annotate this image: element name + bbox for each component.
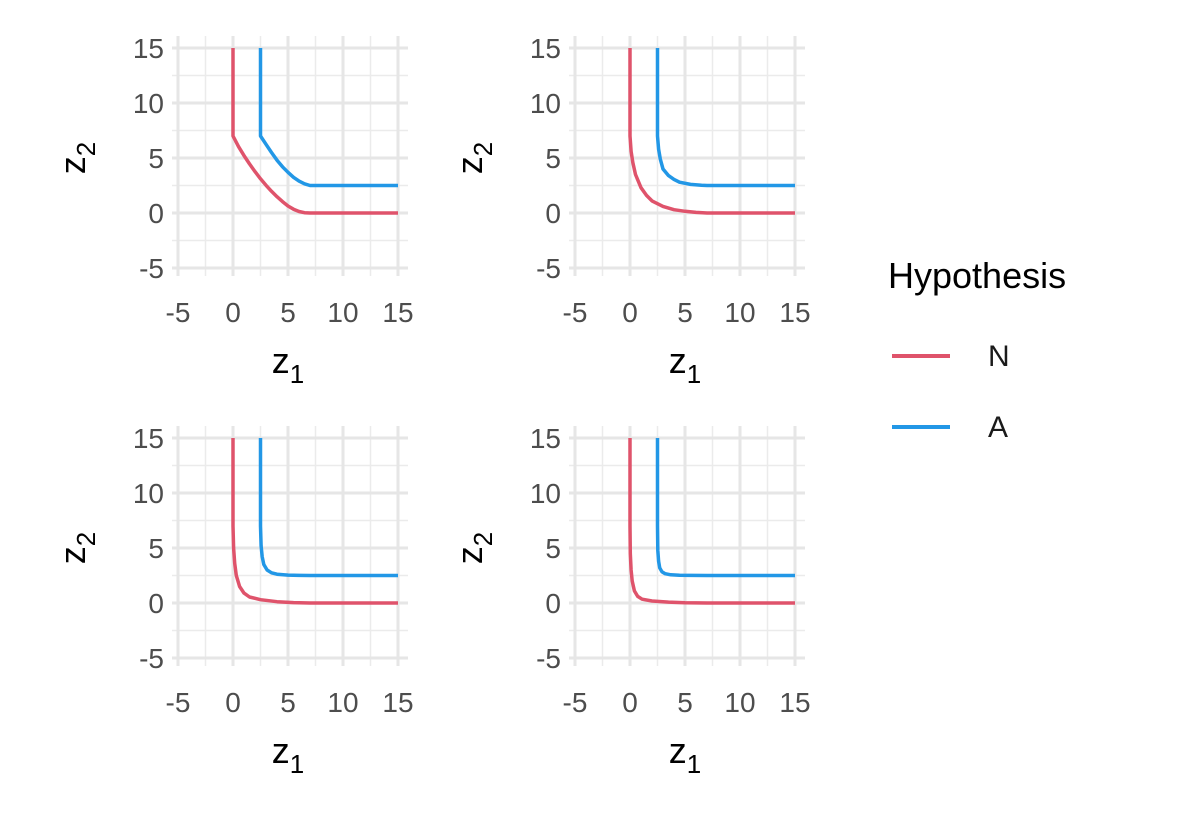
y-axis-title-main: z	[449, 546, 490, 564]
x-tick-label: 15	[382, 687, 413, 718]
x-tick-label: 10	[724, 297, 755, 328]
y-axis-title: z2	[449, 142, 498, 174]
x-axis-title: z1	[272, 340, 304, 389]
y-tick-label: 10	[133, 88, 164, 119]
y-axis-title-sub: 2	[468, 532, 498, 546]
x-axis-title: z1	[272, 730, 304, 779]
y-tick-label: 5	[545, 533, 561, 564]
y-axis-title: z2	[52, 142, 101, 174]
grid	[569, 36, 805, 276]
y-tick-label: 15	[133, 423, 164, 454]
y-tick-label: 0	[545, 588, 561, 619]
x-tick-label: 5	[280, 297, 296, 328]
grid	[172, 36, 408, 276]
y-axis-title-main: z	[52, 546, 93, 564]
y-axis-title: z2	[449, 532, 498, 564]
x-tick-label: 5	[677, 297, 693, 328]
x-axis-title-sub: 1	[290, 749, 304, 779]
x-tick-label: 15	[779, 297, 810, 328]
y-axis-title-main: z	[52, 156, 93, 174]
x-axis-title-main: z	[669, 340, 687, 381]
x-tick-label: 10	[327, 297, 358, 328]
panel-bottom-left: -5 0 5 10 15 -5 0 5 10 15 z1 z2	[40, 410, 440, 790]
legend-label-a: A	[988, 411, 1009, 444]
y-tick-label: 15	[530, 423, 561, 454]
x-tick-label: 0	[622, 687, 638, 718]
y-tick-label: 10	[530, 478, 561, 509]
legend-swatch-n	[892, 354, 950, 358]
y-tick-label: 10	[133, 478, 164, 509]
legend: Hypothesis N A	[884, 255, 1164, 475]
x-axis-title-main: z	[272, 340, 290, 381]
x-tick-label: 10	[724, 687, 755, 718]
y-axis-title: z2	[52, 532, 101, 564]
y-tick-label: 15	[530, 33, 561, 64]
x-axis-title-sub: 1	[687, 749, 701, 779]
legend-swatch-a	[892, 425, 950, 429]
panel-bottom-right: -5 0 5 10 15 -5 0 5 10 15 z1 z2	[437, 410, 837, 790]
legend-item-n: N	[892, 335, 1112, 379]
x-tick-label: 10	[327, 687, 358, 718]
x-tick-label: 0	[622, 297, 638, 328]
x-tick-label: -5	[563, 687, 588, 718]
legend-item-a: A	[892, 406, 1112, 450]
y-axis-title-main: z	[449, 156, 490, 174]
y-tick-label: 10	[530, 88, 561, 119]
series-line-a	[258, 48, 398, 188]
y-tick-label: 5	[545, 143, 561, 174]
series-line-n	[231, 48, 398, 215]
y-axis-title-sub: 2	[71, 142, 101, 156]
legend-label-n: N	[988, 340, 1010, 373]
y-tick-label: 0	[148, 588, 164, 619]
y-axis-title-sub: 2	[468, 142, 498, 156]
x-axis-title-sub: 1	[687, 359, 701, 389]
y-tick-label: 15	[133, 33, 164, 64]
grid	[569, 426, 805, 666]
x-axis-title: z1	[669, 730, 701, 779]
x-axis-title-main: z	[669, 730, 687, 771]
x-tick-label: -5	[166, 297, 191, 328]
y-tick-label: 0	[148, 198, 164, 229]
series-line-n	[628, 438, 795, 605]
panel-top-right: -5 0 5 10 15 -5 0 5 10 15 z1 z2	[437, 20, 837, 400]
series-line-a	[655, 48, 795, 188]
legend-title: Hypothesis	[888, 255, 1067, 296]
x-axis-title: z1	[669, 340, 701, 389]
panel-top-left: -5 0 5 10 15 -5 0 5 10 15 z1 z2	[40, 20, 440, 400]
y-tick-label: 5	[148, 143, 164, 174]
y-axis-title-sub: 2	[71, 532, 101, 546]
series-line-a	[655, 438, 795, 578]
y-tick-label: -5	[139, 643, 164, 674]
y-tick-label: -5	[139, 253, 164, 284]
x-tick-label: 5	[677, 687, 693, 718]
series-line-n	[231, 438, 398, 605]
x-tick-label: -5	[166, 687, 191, 718]
x-axis-title-main: z	[272, 730, 290, 771]
x-tick-label: 0	[225, 687, 241, 718]
x-tick-label: -5	[563, 297, 588, 328]
y-tick-label: 5	[148, 533, 164, 564]
series-line-a	[258, 438, 398, 578]
x-tick-label: 15	[382, 297, 413, 328]
x-tick-label: 5	[280, 687, 296, 718]
y-tick-label: 0	[545, 198, 561, 229]
series-line-n	[628, 48, 795, 215]
y-tick-label: -5	[536, 253, 561, 284]
x-axis-title-sub: 1	[290, 359, 304, 389]
x-tick-label: 0	[225, 297, 241, 328]
y-tick-label: -5	[536, 643, 561, 674]
grid	[172, 426, 408, 666]
x-tick-label: 15	[779, 687, 810, 718]
